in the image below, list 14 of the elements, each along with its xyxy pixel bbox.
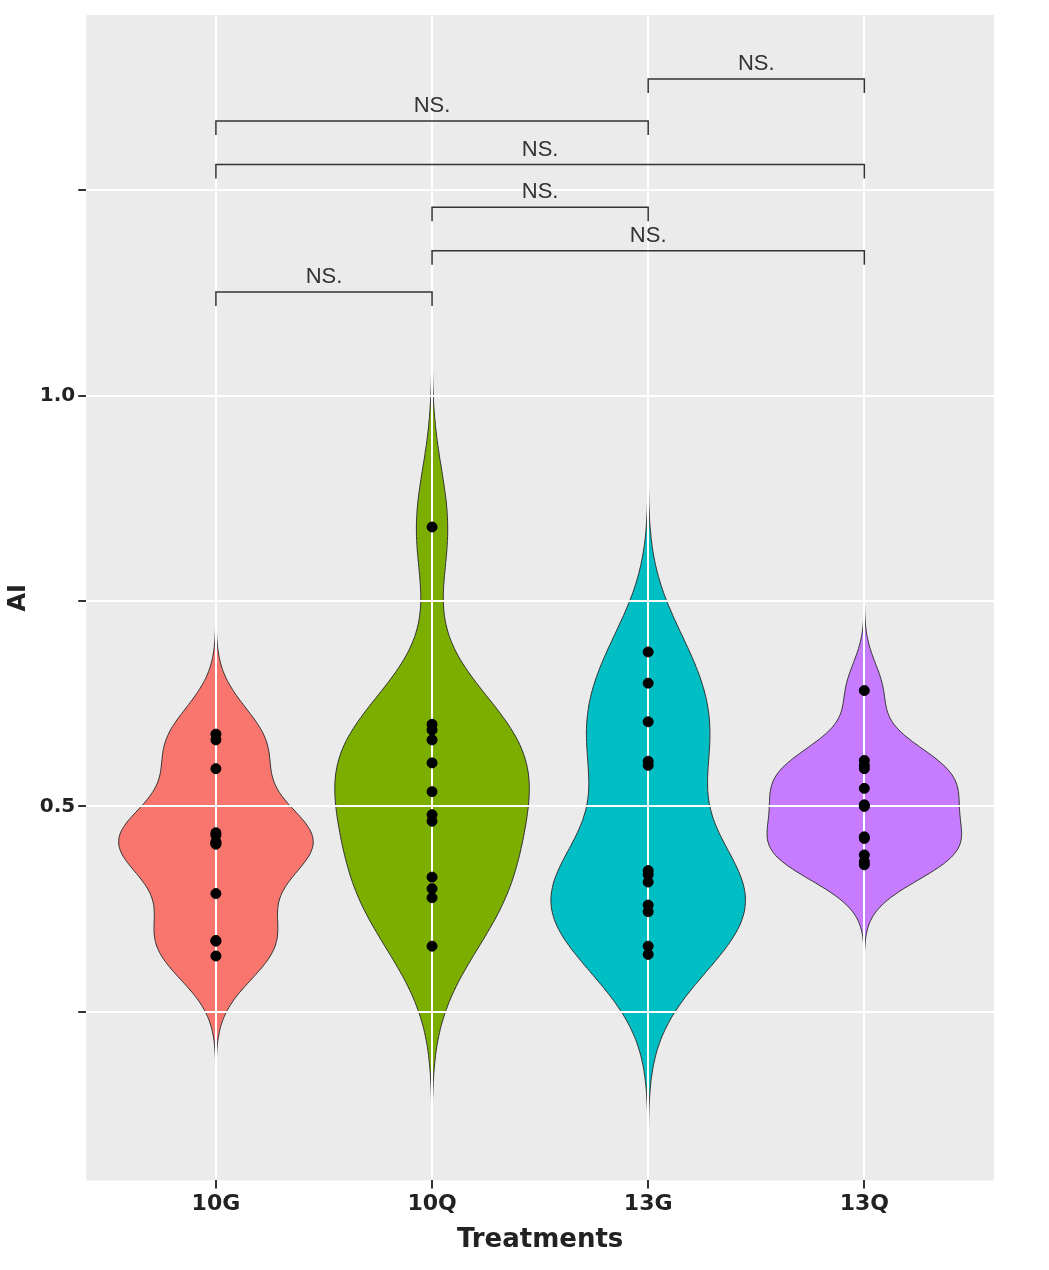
y-tick-label: 0.5 [39,792,76,817]
y-tick-label: 1.0 [39,381,76,406]
x-tick-label: 13Q [839,1190,889,1216]
annotation: NS. [305,263,343,289]
annotation: NS. [521,135,559,161]
x-tick-label: 10G [191,1190,241,1216]
y-axis-title: AI [2,583,31,612]
annotation: NS. [521,178,559,204]
x-tick-label: 13G [623,1190,673,1216]
x-tick-label: 10Q [407,1190,457,1216]
annotation: NS. [413,92,451,118]
x-axis-title: Treatments [456,1223,624,1254]
annotation: NS. [629,221,667,247]
annotation: NS. [737,50,775,76]
